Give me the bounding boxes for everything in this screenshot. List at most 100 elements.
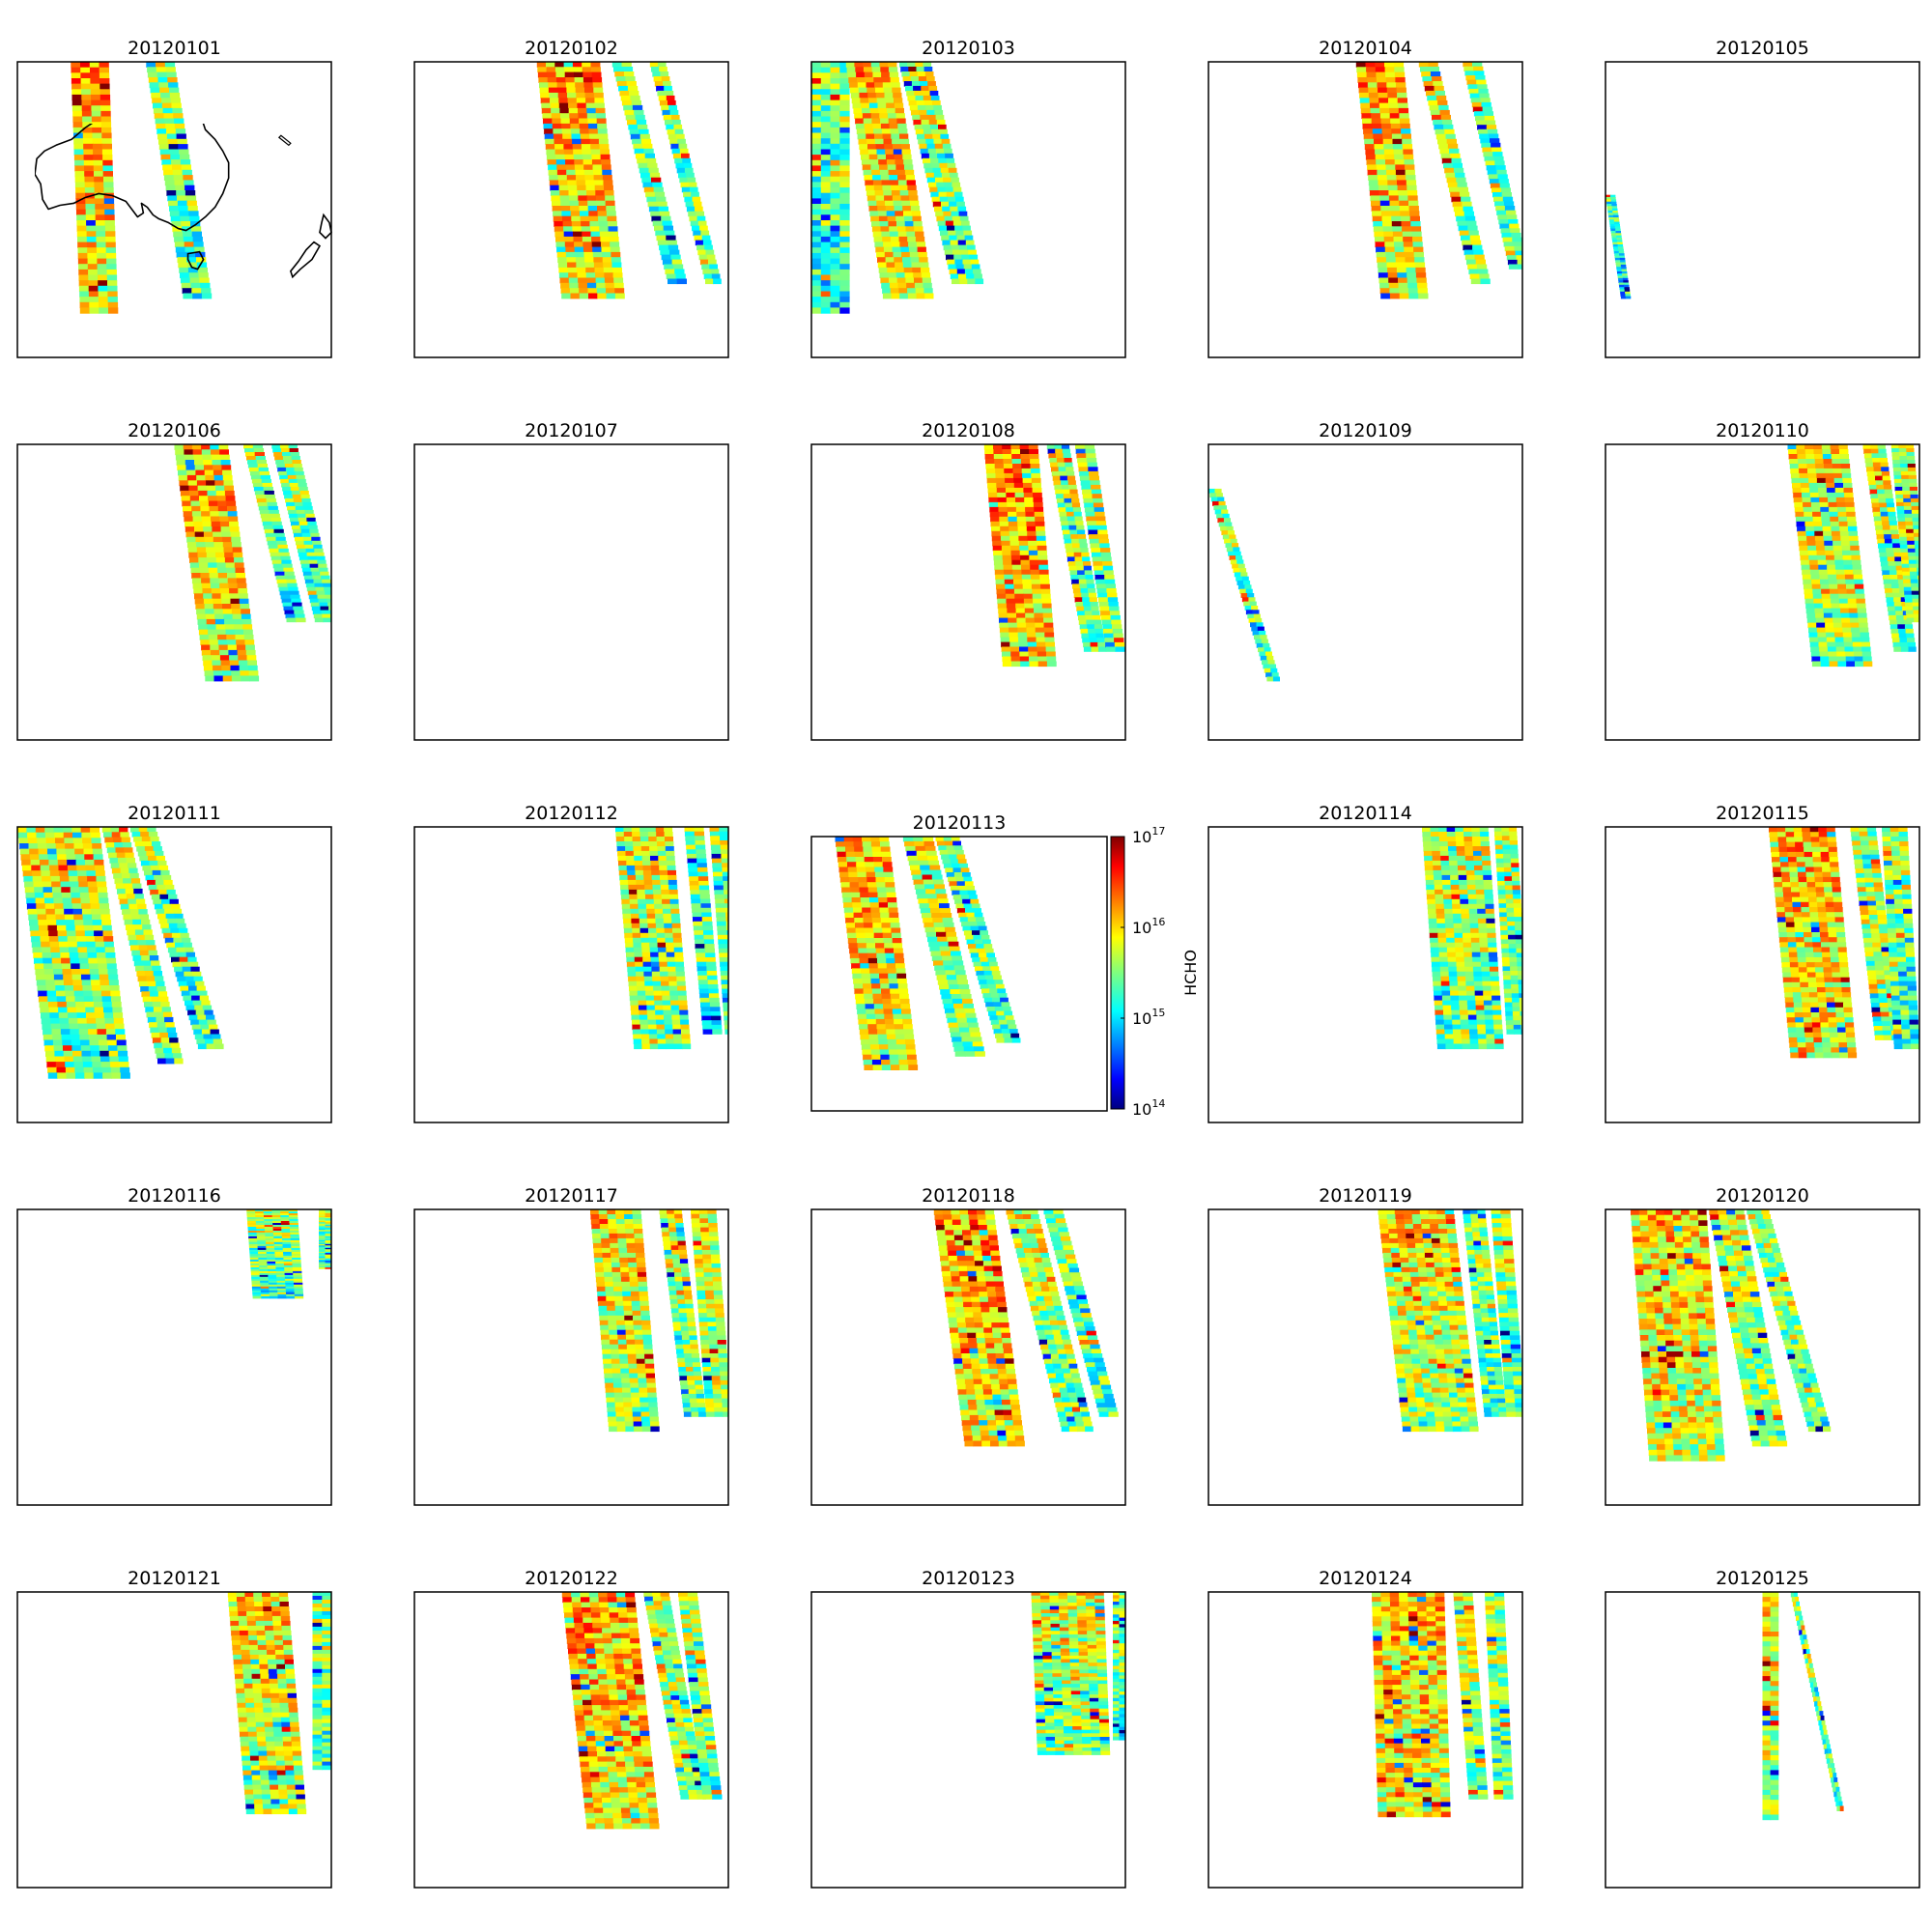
panel-frame xyxy=(413,826,729,1123)
swath-3 xyxy=(691,1209,728,1417)
map-panel-20120102: 20120102 xyxy=(413,38,729,358)
swath-1 xyxy=(1208,488,1280,682)
swath-1 xyxy=(983,444,1057,668)
map-panel-20120116: 20120116 xyxy=(16,1185,332,1506)
swath-3 xyxy=(709,827,728,1035)
panel-title: 20120115 xyxy=(1716,803,1809,824)
map-panel-20120107: 20120107 xyxy=(413,420,729,741)
panel-title: 20120125 xyxy=(1716,1568,1809,1589)
panel-frame xyxy=(16,1591,332,1889)
colorbar-tick-label: 1016 xyxy=(1132,916,1165,937)
map-panel-20120106: 20120106 xyxy=(16,420,332,741)
swath-2 xyxy=(1006,1209,1094,1433)
swath-1 xyxy=(561,1592,660,1830)
panel-title: 20120108 xyxy=(922,420,1015,441)
swath-layer xyxy=(1031,1592,1125,1755)
swath-1 xyxy=(1605,194,1632,299)
swath-2 xyxy=(1418,62,1491,285)
map-panel-20120122: 20120122 xyxy=(413,1568,729,1889)
map-panel-20120114: 20120114 xyxy=(1208,803,1523,1123)
panel-frame xyxy=(413,443,729,741)
panel-frame xyxy=(1208,61,1523,358)
swath-1 xyxy=(811,62,850,314)
swath-layer xyxy=(71,62,213,314)
panel-title: 20120124 xyxy=(1319,1568,1412,1589)
panel-title: 20120106 xyxy=(128,420,221,441)
swath-2 xyxy=(146,62,213,299)
panel-title: 20120110 xyxy=(1716,420,1809,441)
swath-layer xyxy=(174,444,331,682)
panel-title: 20120117 xyxy=(525,1185,618,1207)
swath-2 xyxy=(659,1209,707,1417)
swath-layer xyxy=(1769,827,1919,1059)
swath-1 xyxy=(17,827,130,1079)
colorbar-tick-label: 1014 xyxy=(1132,1097,1165,1119)
coastline-outline xyxy=(414,447,728,661)
swath-layer xyxy=(933,1209,1119,1447)
swath-1 xyxy=(590,1209,660,1433)
swath-2 xyxy=(1453,1592,1489,1800)
swath-2 xyxy=(1850,827,1901,1040)
map-panel-20120112: 20120112 xyxy=(413,803,729,1123)
panel-frame xyxy=(810,61,1126,358)
map-panel-20120117: 20120117 xyxy=(413,1185,729,1506)
swath-layer xyxy=(1631,1209,1832,1462)
colorbar: 1017 1016 1015 1014 HCHO xyxy=(1110,825,1200,1119)
swath-2 xyxy=(312,1592,331,1771)
colorbar-label: HCHO xyxy=(1181,950,1200,996)
panel-title: 20120121 xyxy=(128,1568,221,1589)
panel-frame xyxy=(1605,1208,1920,1506)
panel-frame xyxy=(16,61,332,358)
swath-3 xyxy=(1463,62,1522,270)
colorbar-tick-label: 1015 xyxy=(1132,1007,1165,1028)
swath-1 xyxy=(1355,62,1429,299)
colorbar-gradient xyxy=(1110,836,1125,1110)
swath-3 xyxy=(678,1592,723,1800)
panel-frame xyxy=(810,443,1126,741)
panel-title: 20120114 xyxy=(1319,803,1412,824)
swath-1 xyxy=(933,1209,1025,1447)
panel-frame xyxy=(1208,443,1523,741)
swath-layer xyxy=(561,1592,723,1830)
swath-2 xyxy=(319,1209,331,1269)
swath-1 xyxy=(835,837,919,1070)
swath-2 xyxy=(643,1592,706,1800)
panel-title: 20120103 xyxy=(922,38,1015,59)
swath-2 xyxy=(845,62,934,299)
map-panel-20120119: 20120119 xyxy=(1208,1185,1523,1506)
swath-2 xyxy=(1790,1592,1844,1811)
panel-frame xyxy=(1208,1591,1523,1889)
swath-3 xyxy=(899,62,984,285)
swath-2 xyxy=(243,444,306,623)
panel-frame xyxy=(413,1591,729,1889)
swath-1 xyxy=(1769,827,1858,1059)
panel-frame xyxy=(1208,826,1523,1123)
swath-1 xyxy=(227,1592,307,1815)
panel-title: 20120107 xyxy=(525,420,618,441)
swath-1 xyxy=(1031,1592,1111,1755)
swath-layer xyxy=(536,62,722,299)
panel-frame xyxy=(810,1208,1126,1506)
swath-layer xyxy=(590,1209,728,1433)
panel-title: 20120109 xyxy=(1319,420,1412,441)
map-panel-20120101: 20120101 xyxy=(16,38,332,358)
panel-title: 20120105 xyxy=(1716,38,1809,59)
swath-layer xyxy=(17,827,224,1079)
map-panel-20120111: 20120111 xyxy=(16,803,332,1123)
swath-2 xyxy=(1709,1209,1788,1447)
swath-layer xyxy=(1378,1209,1522,1433)
panel-title: 20120111 xyxy=(128,803,221,824)
map-panel-20120113: 20120113 xyxy=(810,812,1108,1112)
swath-1 xyxy=(1422,827,1504,1050)
panel-title: 20120122 xyxy=(525,1568,618,1589)
map-panel-20120105: 20120105 xyxy=(1605,38,1920,358)
swath-1 xyxy=(1378,1209,1479,1433)
panel-title: 20120112 xyxy=(525,803,618,824)
swath-3 xyxy=(271,444,331,623)
panel-title: 20120119 xyxy=(1319,1185,1412,1207)
swath-3 xyxy=(1747,1209,1832,1433)
map-panel-20120103: 20120103 xyxy=(810,38,1126,358)
swath-1 xyxy=(1631,1209,1725,1462)
map-panel-20120108: 20120108 xyxy=(810,420,1126,741)
